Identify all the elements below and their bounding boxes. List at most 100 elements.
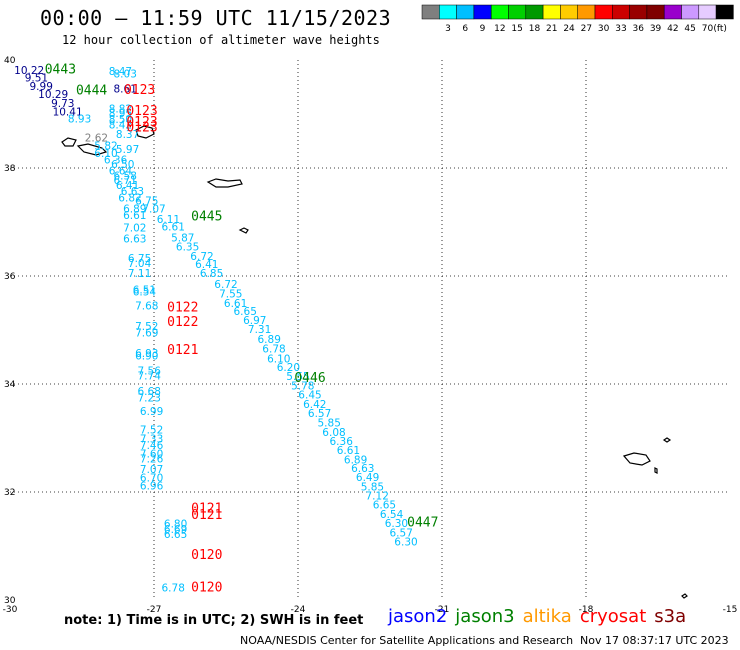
y-tick-label: 36 xyxy=(4,272,16,282)
wave-height-value: 6.70 xyxy=(140,473,163,485)
wave-height-value: 7.02 xyxy=(123,223,146,235)
legend-item-jason2: jason2 xyxy=(388,606,448,627)
wave-height-value: 6.99 xyxy=(140,406,163,418)
wave-height-value: 7.04 xyxy=(128,258,152,270)
wave-height-value: 8.47 xyxy=(109,66,132,78)
wave-height-value: 6.72 xyxy=(190,251,213,263)
y-tick-label: 32 xyxy=(4,488,15,498)
wave-height-value: 6.72 xyxy=(214,279,237,291)
satellite-legend: jason2 jason3 altika cryosat s3a xyxy=(388,606,694,627)
wave-height-value: 6.65 xyxy=(373,500,396,512)
wave-height-value: 7.12 xyxy=(366,491,389,503)
credit-timestamp: Nov 17 08:37:17 UTC 2023 xyxy=(580,634,729,647)
color-tick-label: 6 xyxy=(462,24,468,34)
pass-number-label: 0121 xyxy=(191,502,222,517)
legend-item-altika: altika xyxy=(522,606,572,627)
wave-height-value: 6.97 xyxy=(243,315,266,327)
wave-height-value: 6.50 xyxy=(111,159,134,171)
color-tick-label: 70 xyxy=(702,24,714,34)
wave-height-value: 6.10 xyxy=(267,353,290,365)
wave-height-value: 7.52 xyxy=(140,425,163,437)
wave-height-value: 6.10 xyxy=(94,148,117,160)
pass-number-label: 0446 xyxy=(294,371,325,386)
color-swatch xyxy=(715,4,734,20)
wave-height-value: 9.99 xyxy=(30,81,53,93)
wave-height-value: 2.62 xyxy=(85,133,108,145)
x-tick-label: -18 xyxy=(579,605,594,615)
pass-number-label: 0123 xyxy=(124,83,155,98)
wave-height-value: 6.68 xyxy=(138,386,161,398)
wave-height-value: 6.89 xyxy=(258,334,281,346)
wave-height-value: 7.07 xyxy=(142,203,165,215)
wave-height-value: 9.73 xyxy=(51,98,74,110)
wave-height-value: 6.90 xyxy=(135,351,158,363)
wave-height-value: 6.85 xyxy=(200,268,223,280)
wave-height-value: 6.61 xyxy=(337,445,360,457)
wave-height-value: 6.42 xyxy=(303,399,326,411)
pass-number-label: 0123 xyxy=(126,120,157,135)
wave-height-value: 6.96 xyxy=(140,480,164,492)
wave-height-value: 6.78 xyxy=(262,344,285,356)
pass-number-label: 0447 xyxy=(407,516,438,531)
wave-height-value: 6.54 xyxy=(133,286,157,298)
wave-height-value: 10.22 xyxy=(14,65,44,77)
wave-height-value: 6.65 xyxy=(164,529,187,541)
wave-height-value: 7.26 xyxy=(140,453,164,465)
wave-height-value: 8.03 xyxy=(114,68,137,80)
wave-height-value: 7.60 xyxy=(140,448,163,460)
wave-height-value: 7.46 xyxy=(140,440,164,452)
wave-height-value: 6.45 xyxy=(298,390,321,402)
wave-height-value: 8.50 xyxy=(109,114,132,126)
pass-number-label: 0121 xyxy=(167,343,198,358)
wave-height-value: 7.55 xyxy=(219,289,242,301)
page-subtitle: 12 hour collection of altimeter wave hei… xyxy=(62,33,380,47)
wave-height-value: 6.08 xyxy=(322,427,345,439)
y-tick-label: 34 xyxy=(4,380,16,390)
x-tick-label: -27 xyxy=(147,605,162,615)
wave-height-value: 6.78 xyxy=(162,582,185,594)
pass-number-label: 0123 xyxy=(126,115,157,130)
wave-height-value: 6.36 xyxy=(104,155,128,167)
note-text: note: 1) Time is in UTC; 2) SWH is in fe… xyxy=(64,613,364,628)
color-tick-label: 15 xyxy=(511,24,522,34)
wave-height-value: 6.63 xyxy=(351,463,374,475)
credit-text: NOAA/NESDIS Center for Satellite Applica… xyxy=(240,634,574,647)
wave-height-value: 7.74 xyxy=(138,371,162,383)
wave-height-value: 6.75 xyxy=(128,253,151,265)
color-tick-label: 33 xyxy=(615,24,626,34)
island-desertas xyxy=(654,467,658,474)
wave-height-value: 6.61 xyxy=(123,210,146,222)
color-scale-bar: 3 6 9 12 15 18 21 24 27 30 33 36 39 42 45 70 (ft) xyxy=(421,4,734,34)
wave-height-value: 7.68 xyxy=(135,300,158,312)
island-santa-maria xyxy=(238,227,249,234)
color-tick-label: 21 xyxy=(546,24,557,34)
wave-height-value: 7.23 xyxy=(138,392,161,404)
wave-height-value: 6.82 xyxy=(118,192,141,204)
wave-height-value: 7.11 xyxy=(128,268,151,280)
x-tick-label: -30 xyxy=(3,605,18,615)
wave-height-value: 6.89 xyxy=(344,454,367,466)
wave-height-value: 6.64 xyxy=(109,165,133,177)
color-tick-label: 42 xyxy=(667,24,678,34)
island-faial-pico xyxy=(76,143,108,156)
wave-height-value: 6.65 xyxy=(234,306,257,318)
color-tick-label: 12 xyxy=(494,24,505,34)
wave-height-value: 6.51 xyxy=(133,284,156,296)
wave-height-value: 8.37 xyxy=(116,129,139,141)
color-tick-label: 36 xyxy=(633,24,645,34)
wave-height-value: 6.61 xyxy=(162,222,185,234)
island-madeira xyxy=(622,452,651,466)
wave-height-value: 7.69 xyxy=(135,327,158,339)
wave-height-value: 6.75 xyxy=(135,196,158,208)
y-tick-label: 30 xyxy=(4,596,16,606)
wave-height-value: 8.61 xyxy=(114,83,137,95)
legend-item-cryosat: cryosat xyxy=(579,606,647,627)
wave-height-value: 6.93 xyxy=(135,348,158,360)
wave-height-value: 6.30 xyxy=(385,518,408,530)
wave-height-value: 6.69 xyxy=(164,524,187,536)
wave-height-value: 6.20 xyxy=(277,362,300,374)
wave-height-value: 10.41 xyxy=(53,107,83,119)
wave-height-value: 6.41 xyxy=(195,259,218,271)
island-graciosa xyxy=(135,125,155,139)
island-flores xyxy=(61,137,77,147)
